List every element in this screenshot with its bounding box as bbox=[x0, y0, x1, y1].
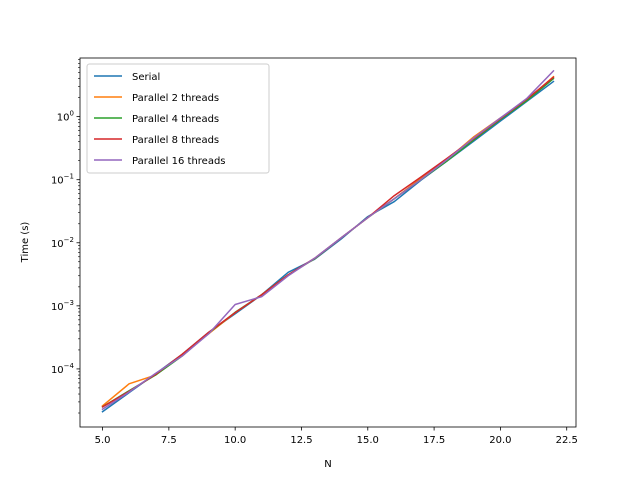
legend: Serial Parallel 2 threads Parallel 4 threa… bbox=[86, 63, 270, 174]
y-tick-label: 10−2 bbox=[51, 236, 74, 250]
x-tick-label: 12.5 bbox=[290, 435, 312, 446]
ticks: 5.0 7.5 10.0 12.5 15.0 17.5 20.0 22.5 10−4 10−3 10… bbox=[51, 59, 578, 446]
y-axis-label: Time (s) bbox=[20, 222, 31, 264]
x-tick-label: 17.5 bbox=[423, 435, 445, 446]
x-tick-label: 20.0 bbox=[489, 435, 511, 446]
x-tick-label: 5.0 bbox=[95, 435, 111, 446]
y-tick-label: 100 bbox=[57, 110, 74, 124]
y-tick-label: 10−4 bbox=[51, 362, 75, 376]
y-tick-label: 10−3 bbox=[51, 299, 74, 313]
y-tick-label: 10−1 bbox=[51, 173, 74, 187]
x-tick-label: 7.5 bbox=[161, 435, 177, 446]
x-axis-label: N bbox=[324, 459, 331, 470]
legend-label: Parallel 8 threads bbox=[132, 135, 219, 146]
legend-label: Parallel 2 threads bbox=[132, 93, 219, 104]
legend-box bbox=[86, 63, 270, 174]
series-line-5 bbox=[101, 69, 555, 411]
legend-label: Parallel 4 threads bbox=[132, 114, 219, 125]
x-tick-label: 22.5 bbox=[556, 435, 578, 446]
plot-area bbox=[101, 69, 555, 413]
legend-label: Serial bbox=[132, 72, 160, 83]
x-tick-label: 15.0 bbox=[357, 435, 379, 446]
legend-label: Parallel 16 threads bbox=[132, 156, 226, 167]
x-tick-label: 10.0 bbox=[224, 435, 246, 446]
